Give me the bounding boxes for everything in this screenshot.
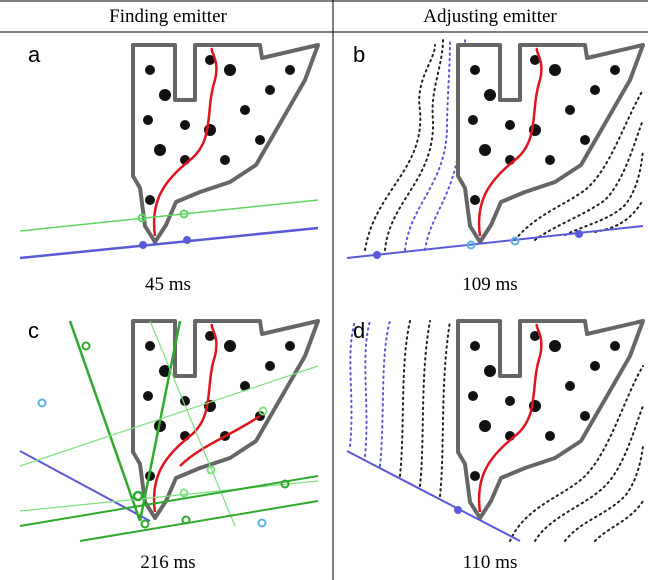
panel: c 216 ms	[20, 318, 318, 573]
emitter-line	[70, 321, 140, 521]
panel-label: a	[28, 42, 41, 67]
marker	[181, 490, 188, 497]
panel: a 45 ms	[20, 42, 318, 295]
panel: b 109 ms	[347, 40, 643, 295]
timing: 109 ms	[462, 274, 517, 295]
marker	[259, 520, 266, 527]
marker	[139, 241, 147, 249]
marker	[142, 521, 149, 528]
region	[458, 321, 643, 518]
timing: 110 ms	[463, 552, 518, 573]
marker	[39, 400, 46, 407]
column-header: Adjusting emitter	[423, 6, 557, 27]
emitter-line	[347, 226, 643, 258]
timing: 216 ms	[140, 552, 195, 573]
marker	[373, 251, 381, 259]
column-header: Finding emitter	[109, 6, 227, 27]
timing: 45 ms	[145, 274, 191, 295]
emitter-line	[20, 451, 150, 521]
marker	[134, 492, 142, 500]
emitter-line	[80, 501, 318, 541]
panel-label: b	[353, 42, 365, 67]
marker	[183, 236, 191, 244]
emitter-line	[20, 228, 318, 258]
figure: Finding emitter Adjusting emitter a 45 m…	[0, 0, 648, 580]
marker	[575, 230, 583, 238]
panel-label: c	[28, 318, 39, 343]
panel: d 110 ms	[347, 318, 643, 573]
marker	[83, 343, 90, 350]
region	[133, 45, 318, 242]
marker	[454, 506, 462, 514]
panel-label: d	[353, 318, 365, 343]
